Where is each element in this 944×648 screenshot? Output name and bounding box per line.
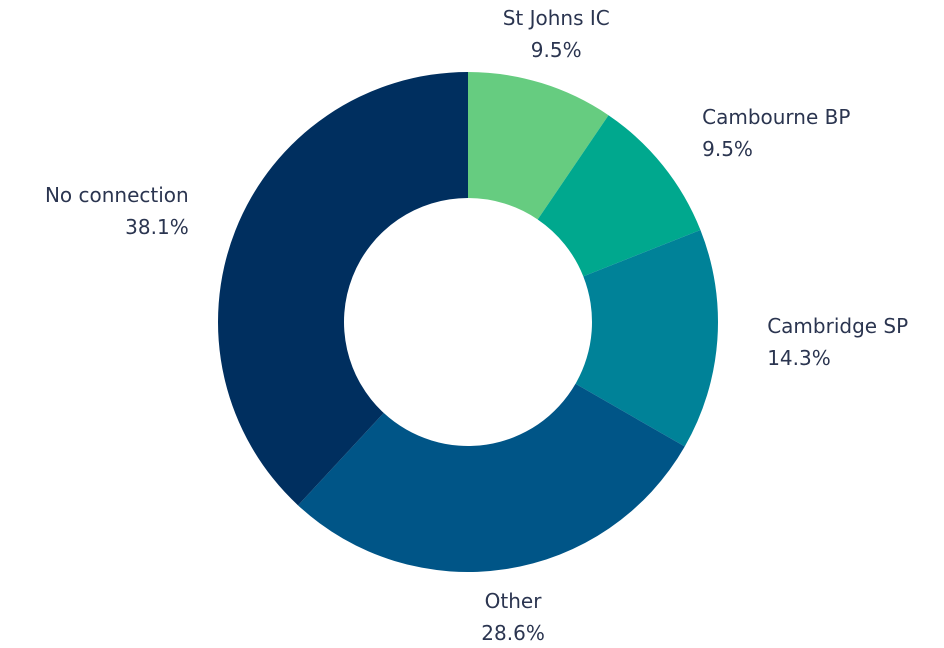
slice-label: No connection [45,183,189,207]
slice-label: Cambourne BP [702,105,850,129]
donut-slice [537,115,701,277]
donut-slice [298,383,685,573]
slice-value-label: 9.5% [702,137,753,161]
slice-value-label: 14.3% [767,346,831,370]
donut-slice [217,72,468,506]
slice-value-label: 38.1% [125,215,189,239]
donut-slice [468,72,609,220]
slice-label: Cambridge SP [767,314,908,338]
slice-label: St Johns IC [503,6,610,30]
slice-value-label: 9.5% [531,38,582,62]
donut-slice [575,229,718,447]
slice-label: Other [485,589,543,613]
slice-value-label: 28.6% [481,621,545,645]
